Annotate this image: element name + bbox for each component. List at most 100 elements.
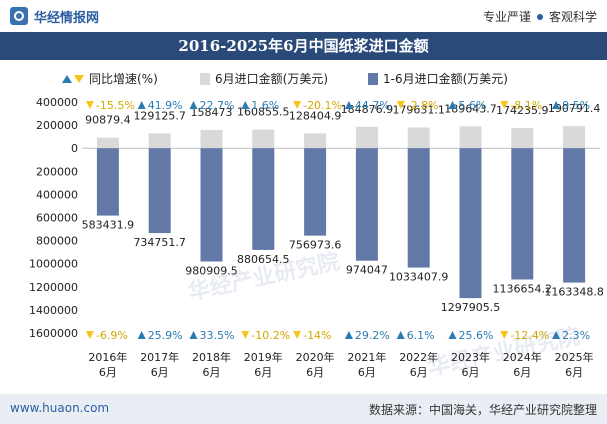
bar-month: [148, 133, 171, 149]
header-tags: 专业严谨 客观科学: [483, 8, 597, 25]
top-bar: 华经情报网 专业严谨 客观科学: [0, 0, 607, 32]
growth-up-icon: [137, 101, 146, 109]
down-triangle-icon: [74, 74, 84, 83]
bar-month: [252, 129, 275, 149]
growth-up-icon: [189, 101, 198, 109]
cumulative-swatch-icon: [368, 72, 378, 85]
footer-bar: www.huaon.com 数据来源：中国海关，华经产业研究院整理: [0, 394, 607, 424]
y-tick-label: 400000: [36, 188, 78, 201]
growth-up-icon: [344, 101, 353, 109]
growth-down-icon: [293, 101, 302, 109]
y-tick-label: 1000000: [29, 258, 78, 271]
x-tick-label: 2023年: [451, 350, 490, 364]
growth-label-cumulative: -14%: [303, 329, 331, 342]
growth-up-icon: [137, 331, 146, 339]
site-logo[interactable]: 华经情报网: [10, 7, 100, 26]
growth-up-icon: [448, 331, 457, 339]
growth-down-icon: [293, 331, 302, 339]
data-label-month: 174235.9: [496, 104, 549, 117]
growth-label-month: -20.1%: [303, 99, 342, 112]
chart-plot: 华经产业研究院华经产业研究院40000020000002000004000006…: [29, 96, 604, 381]
x-tick-label: 6月: [410, 366, 428, 379]
growth-label-month: -2.8%: [407, 99, 439, 112]
month-swatch-icon: [200, 72, 210, 85]
chart-title: 2016-2025年6月中国纸浆进口金额: [0, 32, 607, 60]
legend-month-label: 6月进口金额(万美元): [215, 72, 328, 86]
chart-legend: 同比增速(%) 6月进口金额(万美元) 1-6月进口金额(万美元): [0, 68, 607, 88]
growth-label-cumulative: -10.2%: [251, 329, 290, 342]
bar-month: [459, 126, 482, 149]
growth-up-icon: [396, 331, 405, 339]
bar-month: [407, 127, 430, 149]
site-name: 华经情报网: [34, 10, 100, 26]
x-tick-label: 2025年: [555, 350, 594, 364]
growth-down-icon: [396, 101, 405, 109]
x-tick-label: 6月: [254, 366, 272, 379]
data-label-month: 160855.5: [237, 106, 290, 119]
bar-cumulative: [304, 148, 327, 236]
legend-cumulative-label: 1-6月进口金额(万美元): [383, 72, 508, 86]
growth-label-month: 44.7%: [355, 99, 390, 112]
bar-month: [304, 133, 327, 149]
y-tick-label: 200000: [36, 165, 78, 178]
data-label-cumulative: 734751.7: [133, 236, 186, 249]
data-label-month: 190791.4: [548, 102, 601, 115]
x-tick-label: 2016年: [88, 350, 127, 364]
growth-label-cumulative: 25.6%: [459, 329, 494, 342]
logo-icon: [10, 7, 28, 25]
data-label-month: 179631.1: [392, 103, 445, 116]
x-tick-label: 6月: [151, 366, 169, 379]
growth-label-cumulative: -12.4%: [510, 329, 549, 342]
data-label-month: 158473: [191, 106, 233, 119]
growth-label-cumulative: 2.3%: [562, 329, 590, 342]
tag-professional: 专业严谨: [482, 10, 531, 24]
data-label-cumulative: 1163348.8: [544, 286, 604, 299]
growth-label-month: 41.9%: [148, 99, 183, 112]
data-label-cumulative: 756973.6: [289, 239, 342, 252]
data-label-cumulative: 980909.5: [185, 264, 238, 277]
bar-month: [200, 129, 223, 149]
growth-label-cumulative: 29.2%: [355, 329, 390, 342]
tag-objective: 客观科学: [548, 10, 597, 24]
growth-up-icon: [552, 101, 561, 109]
bar-cumulative: [355, 148, 378, 261]
bar-cumulative: [407, 148, 430, 268]
growth-label-cumulative: 6.1%: [407, 329, 435, 342]
data-label-cumulative: 880654.5: [237, 253, 290, 266]
bar-cumulative: [252, 148, 275, 250]
y-tick-label: 0: [71, 142, 78, 155]
x-tick-label: 2017年: [140, 350, 179, 364]
y-tick-label: 1200000: [29, 281, 78, 294]
x-tick-label: 2022年: [399, 350, 438, 364]
growth-up-icon: [448, 101, 457, 109]
growth-down-icon: [500, 331, 509, 339]
data-label-cumulative: 974047: [346, 264, 388, 277]
bar-month: [511, 128, 534, 149]
x-tick-label: 6月: [306, 366, 324, 379]
footer-website[interactable]: www.huaon.com: [10, 401, 110, 415]
growth-label-month: -15.5%: [96, 99, 135, 112]
legend-growth-label: 同比增速(%): [89, 72, 158, 86]
growth-down-icon: [241, 331, 250, 339]
dot-separator-icon: [536, 13, 543, 20]
growth-up-icon: [344, 331, 353, 339]
y-tick-label: 800000: [36, 235, 78, 248]
data-label-cumulative: 1136654.2: [493, 282, 553, 295]
legend-cumulative: 1-6月进口金额(万美元): [368, 70, 508, 87]
growth-label-month: 22.7%: [200, 99, 235, 112]
data-label-month: 189643.7: [444, 102, 497, 115]
data-label-cumulative: 1033407.9: [389, 271, 449, 284]
y-tick-label: 600000: [36, 212, 78, 225]
data-label-cumulative: 1297905.5: [441, 301, 501, 314]
bar-cumulative: [200, 148, 223, 262]
x-tick-label: 2021年: [347, 350, 386, 364]
y-tick-label: 1400000: [29, 304, 78, 317]
x-tick-label: 6月: [358, 366, 376, 379]
x-tick-label: 2019年: [244, 350, 283, 364]
y-tick-label: 200000: [36, 119, 78, 132]
x-tick-label: 6月: [513, 366, 531, 379]
footer-source: 数据来源：中国海关，华经产业研究院整理: [368, 403, 597, 417]
up-triangle-icon: [62, 74, 72, 83]
x-tick-label: 6月: [565, 366, 583, 379]
data-label-month: 129125.7: [133, 109, 186, 122]
